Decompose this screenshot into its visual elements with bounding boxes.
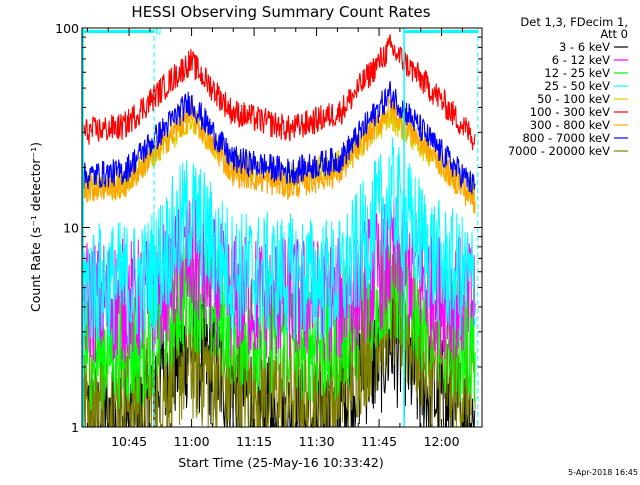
x-tick-label: 12:00 [424,434,460,449]
legend-entry-label: 25 - 50 keV [544,79,610,93]
series-line [81,250,476,429]
y-axis-label: Count Rate (s⁻¹ detector⁻¹) [28,142,43,312]
legend-entry-label: 3 - 6 keV [559,40,610,54]
series-line [81,196,476,364]
series-layer [81,34,476,429]
x-tick-label: 11:15 [236,434,272,449]
legend-entry-label: 300 - 800 keV [530,118,610,132]
chart-title: HESSI Observing Summary Count Rates [131,3,430,21]
legend-header-line-1: Det 1,3, FDecim 1, [520,15,628,29]
x-tick-label: 11:00 [174,434,210,449]
legend-entry-label: 800 - 7000 keV [522,131,610,145]
x-tick-label: 11:30 [299,434,335,449]
y-tick-label: 10 [63,221,79,236]
y-tick-label: 1 [71,420,79,435]
legend-entry-label: 6 - 12 keV [552,53,610,67]
y-tick-label: 100 [55,21,79,36]
x-tick-label: 11:45 [361,434,397,449]
footer-stamp: 5-Apr-2018 16:45 [568,468,638,477]
series-line [81,34,476,151]
night-annotation: N [155,28,161,37]
legend-entry-label: 12 - 25 keV [544,66,610,80]
series-line [81,81,476,195]
x-axis-label: Start Time (25-May-16 10:33:42) [178,455,383,470]
x-tick-label: 10:45 [111,434,147,449]
legend-entry-label: 50 - 100 keV [537,92,610,106]
legend-header-line-2: Att 0 [600,27,628,41]
series-line [81,137,476,346]
axes: 1 10 100 10:45 11:00 11:15 11:30 11:45 12:00 [55,21,483,449]
legend-entry-label: 7000 - 20000 keV [508,144,610,158]
legend-entry-label: 100 - 300 keV [530,105,610,119]
